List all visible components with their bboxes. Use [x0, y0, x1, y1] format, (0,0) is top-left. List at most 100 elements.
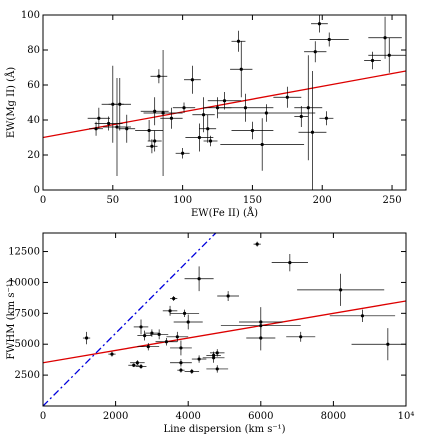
- axes-frame: [42, 14, 407, 191]
- point: [306, 106, 310, 110]
- point: [157, 74, 161, 78]
- y-tick-label: 60: [27, 80, 40, 91]
- point: [168, 309, 172, 313]
- y-axis-label: EW(Mg II) (Å): [5, 67, 17, 138]
- point: [147, 128, 151, 133]
- point: [226, 294, 230, 298]
- point: [370, 58, 375, 63]
- y-tick-label: 2500: [15, 370, 40, 381]
- point: [260, 142, 264, 147]
- axes-frame: [42, 232, 407, 407]
- x-tick-label: 0: [40, 411, 46, 422]
- y-tick-label: 7500: [15, 308, 40, 319]
- point: [299, 114, 303, 119]
- panel: 0 2000 4000 6000 8000 10⁴ 2500 5000 7500 10000 125…: [6, 232, 415, 435]
- point: [181, 151, 185, 155]
- point: [139, 325, 143, 329]
- point: [161, 111, 165, 115]
- point: [299, 335, 303, 339]
- point: [143, 333, 147, 338]
- point: [135, 361, 139, 365]
- point: [201, 113, 206, 117]
- y-tick-label: 10000: [8, 277, 40, 288]
- point: [313, 50, 317, 54]
- point: [139, 364, 143, 369]
- x-tick-label: 100: [173, 195, 192, 206]
- x-tick-label: 6000: [248, 411, 273, 422]
- point: [360, 314, 365, 318]
- point: [215, 351, 219, 355]
- point: [153, 109, 157, 113]
- point: [239, 67, 243, 71]
- y-tick-label: 20: [27, 150, 40, 161]
- point: [243, 106, 248, 110]
- x-tick-label: 0: [40, 195, 46, 206]
- x-tick-label: 150: [243, 195, 262, 206]
- x-tick-label: 2000: [103, 411, 128, 422]
- point: [146, 345, 150, 349]
- y-tick-label: 0: [34, 185, 40, 196]
- point: [179, 361, 183, 365]
- point: [324, 116, 329, 120]
- point: [387, 53, 391, 57]
- point: [215, 367, 219, 371]
- x-tick-label: 8000: [321, 411, 346, 422]
- point: [327, 37, 331, 42]
- point: [175, 335, 179, 339]
- point: [264, 111, 268, 115]
- fit-line: [43, 233, 217, 406]
- point: [169, 116, 174, 120]
- y-tick-label: 100: [21, 10, 40, 21]
- point: [236, 39, 241, 43]
- point: [107, 121, 111, 126]
- point: [150, 331, 154, 335]
- point: [259, 324, 263, 328]
- x-tick-label: 250: [382, 195, 401, 206]
- point: [182, 106, 186, 110]
- point: [288, 261, 292, 265]
- y-tick-label: 5000: [15, 339, 40, 350]
- point: [259, 336, 263, 340]
- point: [182, 311, 187, 315]
- y-tick-label: 40: [27, 115, 40, 126]
- point: [208, 139, 213, 143]
- point: [197, 357, 201, 361]
- point: [386, 342, 390, 346]
- x-tick-label: 50: [106, 195, 119, 206]
- point: [190, 369, 194, 373]
- point: [186, 320, 190, 324]
- point: [310, 130, 315, 134]
- point: [339, 288, 343, 292]
- point: [153, 139, 157, 143]
- point: [383, 36, 387, 40]
- point: [94, 127, 98, 131]
- point: [164, 340, 169, 344]
- y-axis-label: FWHM (km s⁻¹): [6, 279, 17, 359]
- point: [125, 127, 129, 131]
- point: [179, 368, 183, 372]
- point: [197, 135, 201, 140]
- point: [255, 242, 259, 246]
- y-tick-label: 12500: [8, 247, 40, 258]
- plot-area: [43, 233, 406, 406]
- point: [206, 127, 210, 131]
- point: [118, 102, 122, 106]
- plot-area: [43, 15, 406, 190]
- x-tick-label: 10⁴: [398, 411, 415, 422]
- point: [250, 128, 255, 133]
- point: [317, 22, 322, 26]
- point: [110, 352, 114, 356]
- point: [84, 336, 89, 340]
- point: [97, 116, 101, 120]
- point: [115, 125, 119, 129]
- point: [197, 277, 201, 281]
- point: [222, 99, 227, 103]
- y-tick-label: 80: [27, 45, 40, 56]
- point: [150, 144, 154, 148]
- x-tick-label: 200: [313, 195, 332, 206]
- x-axis-label: Line dispersion (km s⁻¹): [163, 424, 285, 435]
- point: [190, 78, 194, 82]
- x-tick-label: 4000: [175, 411, 200, 422]
